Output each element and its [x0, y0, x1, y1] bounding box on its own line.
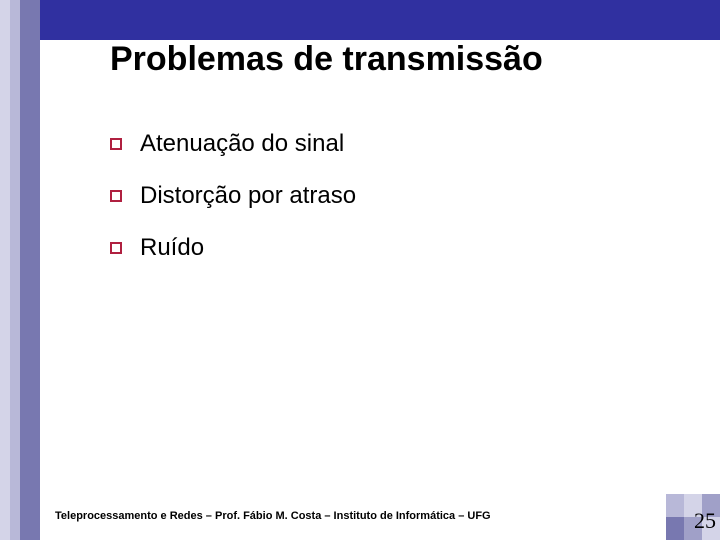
slide-footer: Teleprocessamento e Redes – Prof. Fábio … [55, 510, 491, 522]
bullet-text: Ruído [140, 234, 204, 262]
left-border-decoration [0, 0, 40, 540]
bullet-text: Atenuação do sinal [140, 130, 344, 158]
border-strip [20, 0, 40, 540]
border-strip [10, 0, 20, 540]
bullet-icon [110, 138, 122, 150]
border-strip [0, 0, 10, 540]
bullet-text: Distorção por atraso [140, 182, 356, 210]
slide-content: Atenuação do sinal Distorção por atraso … [110, 130, 680, 286]
page-number: 25 [694, 508, 716, 534]
slide-title: Problemas de transmissão [110, 40, 543, 79]
bullet-icon [110, 190, 122, 202]
bullet-icon [110, 242, 122, 254]
top-band-decoration [40, 0, 720, 40]
list-item: Distorção por atraso [110, 182, 680, 210]
list-item: Ruído [110, 234, 680, 262]
list-item: Atenuação do sinal [110, 130, 680, 158]
